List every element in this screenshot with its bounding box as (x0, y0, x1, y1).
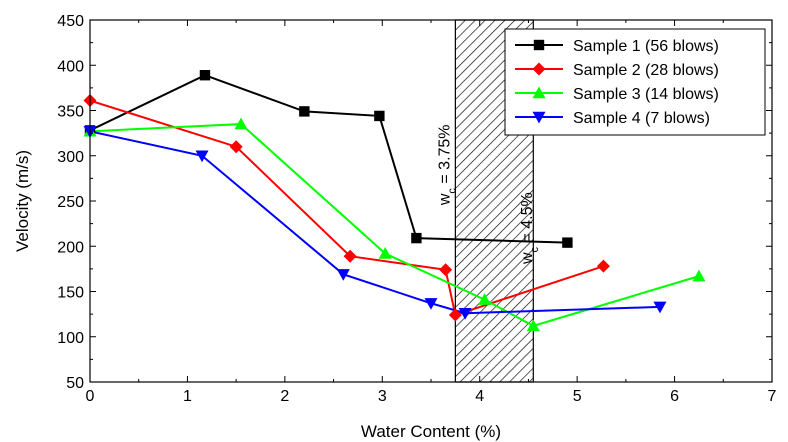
legend-swatch-marker (532, 111, 546, 124)
series-4-point (653, 301, 667, 314)
x-tick-label: 7 (768, 388, 777, 405)
y-tick-label: 100 (57, 330, 84, 347)
legend-entry-2: Sample 2 (28 blows) (573, 62, 719, 79)
legend-swatch-marker (532, 62, 546, 76)
x-tick-label: 0 (86, 388, 95, 405)
series-1-point (411, 232, 422, 244)
x-tick-label: 6 (670, 388, 679, 405)
y-tick-label: 300 (57, 149, 84, 166)
series-2-point (596, 259, 610, 273)
y-tick-label: 50 (66, 375, 84, 392)
series-line-1 (90, 74, 568, 244)
series-4-point (458, 308, 472, 320)
x-tick-label: 5 (573, 388, 582, 405)
x-tick-label: 1 (183, 388, 192, 405)
series-4-point (336, 269, 350, 281)
series-line-2 (90, 99, 604, 317)
series-line-3 (90, 123, 700, 327)
series-3-point (478, 293, 492, 305)
legend-swatch-marker (532, 86, 546, 99)
annotation-1: wc = 3.75% (436, 124, 458, 206)
series-3-point (234, 117, 248, 130)
y-tick-label: 400 (57, 58, 84, 75)
annotation-2: wc = 4.5% (519, 192, 541, 265)
series-2-point (229, 140, 243, 154)
legend-entry-3: Sample 3 (14 blows) (573, 86, 719, 103)
series-1-point (299, 106, 310, 117)
series-layer (90, 74, 700, 327)
x-tick-label: 4 (475, 388, 484, 405)
x-tick-label: 2 (280, 388, 289, 405)
annotation-layer: wc = 3.75% wc = 4.5% (436, 124, 541, 265)
x-axis-title: Water Content (%) (361, 422, 501, 441)
legend: Sample 1 (56 blows) Sample 2 (28 blows) Sa… (504, 28, 766, 136)
y-tick-label: 150 (57, 285, 84, 302)
series-1-point (199, 70, 211, 81)
legend-entry-4: Sample 4 (7 blows) (573, 110, 710, 127)
series-line-4 (90, 130, 660, 315)
series-1-point (562, 237, 573, 248)
axis-layer: 0 1 2 3 4 5 6 7 50 100 150 200 250 300 350 400 450 (57, 13, 776, 405)
series-3-point (526, 319, 540, 332)
legend-swatch-marker (533, 39, 545, 51)
series-2-point (343, 249, 357, 263)
series-2-point (448, 308, 462, 322)
y-tick-label: 250 (57, 194, 84, 211)
series-1-point (374, 110, 385, 122)
y-tick-label: 450 (57, 13, 84, 30)
series-4-point (195, 150, 209, 163)
series-3-point (378, 246, 392, 259)
legend-entry-1: Sample 1 (56 blows) (573, 38, 719, 55)
x-tick-label: 3 (378, 388, 387, 405)
y-axis-title: Velocity (m/s) (13, 150, 32, 252)
marker-layer (83, 70, 706, 332)
series-2-point (439, 263, 453, 277)
series-4-point (424, 298, 438, 310)
y-tick-label: 200 (57, 239, 84, 256)
series-3-point (692, 269, 706, 282)
y-tick-label: 350 (57, 104, 84, 121)
